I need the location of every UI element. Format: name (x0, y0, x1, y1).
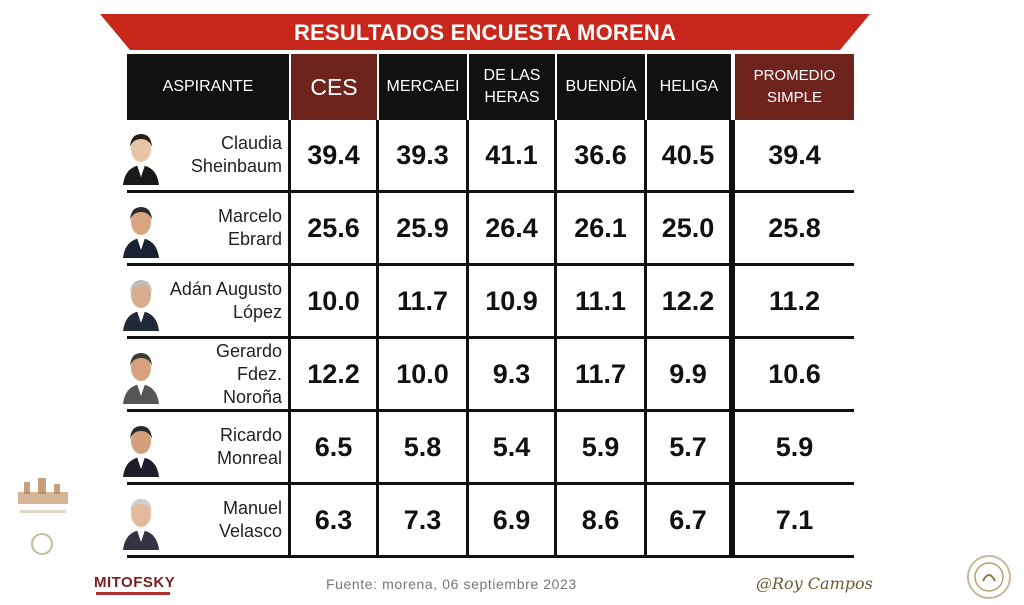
aspirant-name: Gerardo Fdez. Noroña (163, 340, 282, 409)
signature: @Roy Campos (756, 574, 873, 593)
aspirant-name-line1: Adán Augusto (169, 279, 282, 299)
aspirant-cell: Claudia Sheinbaum (119, 120, 291, 190)
aspirant-cell: Ricardo Monreal (119, 412, 291, 482)
header-promedio-simple: PROMEDIO SIMPLE (735, 54, 854, 120)
header-de-las-heras: DE LAS HERAS (469, 54, 557, 120)
aspirant-name-line1: Gerardo Fdez. (215, 340, 282, 384)
value-de-las-heras: 5.4 (469, 412, 557, 482)
table-row: Claudia Sheinbaum 39.4 39.3 41.1 36.6 40.5 39.4 (119, 120, 854, 193)
value-buendia: 11.7 (557, 339, 647, 409)
aspirant-name-line2: Ebrard (227, 229, 282, 249)
aspirant-name: Ricardo Monreal (163, 424, 282, 470)
header-ces: CES (291, 54, 379, 120)
value-promedio: 10.6 (735, 339, 854, 409)
value-heliga: 25.0 (647, 193, 735, 263)
value-buendia: 8.6 (557, 485, 647, 555)
aspirant-name: Claudia Sheinbaum (163, 132, 282, 178)
value-promedio: 11.2 (735, 266, 854, 336)
table-row: Marcelo Ebrard 25.6 25.9 26.4 26.1 25.0 25.8 (119, 193, 854, 266)
value-promedio: 25.8 (735, 193, 854, 263)
aspirant-name: Marcelo Ebrard (163, 205, 282, 251)
table-row: Manuel Velasco 6.3 7.3 6.9 8.6 6.7 7.1 (119, 485, 854, 558)
value-heliga: 6.7 (647, 485, 735, 555)
value-heliga: 40.5 (647, 120, 735, 190)
table-header: ASPIRANTE CES MERCAEI DE LAS HERAS BUENDÍ… (127, 54, 854, 120)
header-mercaei: MERCAEI (379, 54, 469, 120)
value-promedio: 7.1 (735, 485, 854, 555)
value-mercaei: 5.8 (379, 412, 469, 482)
value-ces: 25.6 (291, 193, 379, 263)
value-buendia: 11.1 (557, 266, 647, 336)
value-ces: 39.4 (291, 120, 379, 190)
avatar (119, 198, 163, 258)
value-heliga: 9.9 (647, 339, 735, 409)
value-de-las-heras: 26.4 (469, 193, 557, 263)
value-ces: 6.5 (291, 412, 379, 482)
aspirant-cell: Gerardo Fdez. Noroña (119, 339, 291, 409)
header-de-las-heras-line2: HERAS (484, 89, 540, 106)
aspirant-name-line1: Ricardo (219, 425, 282, 445)
title-banner: RESULTADOS ENCUESTA MORENA (100, 14, 870, 50)
aspirant-name-line2: Noroña (222, 386, 282, 407)
avatar (119, 344, 163, 404)
value-mercaei: 25.9 (379, 193, 469, 263)
banner-shape (100, 14, 870, 50)
value-buendia: 26.1 (557, 193, 647, 263)
value-buendia: 5.9 (557, 412, 647, 482)
aspirant-name-line2: Monreal (216, 448, 282, 468)
gobierno-de-mexico-seal-icon (967, 555, 1011, 599)
value-de-las-heras: 9.3 (469, 339, 557, 409)
aspirant-name: Manuel Velasco (163, 497, 282, 543)
value-heliga: 5.7 (647, 412, 735, 482)
avatar (119, 125, 163, 185)
chart-title: RESULTADOS ENCUESTA MORENA (293, 20, 677, 45)
value-promedio: 5.9 (735, 412, 854, 482)
header-de-las-heras-line1: DE LAS (483, 67, 541, 84)
value-de-las-heras: 41.1 (469, 120, 557, 190)
avatar (119, 417, 163, 477)
results-table: ASPIRANTE CES MERCAEI DE LAS HERAS BUENDÍ… (119, 54, 854, 558)
value-ces: 6.3 (291, 485, 379, 555)
value-buendia: 36.6 (557, 120, 647, 190)
header-buendia: BUENDÍA (557, 54, 647, 120)
aspirant-name-line1: Claudia (220, 133, 282, 153)
avatar (119, 490, 163, 550)
avatar (119, 271, 163, 331)
value-mercaei: 11.7 (379, 266, 469, 336)
value-mercaei: 10.0 (379, 339, 469, 409)
aspirant-name-line2: Velasco (218, 521, 282, 541)
aspirant-name-line1: Marcelo (217, 206, 282, 226)
header-heliga: HELIGA (647, 54, 735, 120)
value-ces: 12.2 (291, 339, 379, 409)
table-row: Gerardo Fdez. Noroña 12.2 10.0 9.3 11.7 9.9 10.… (119, 339, 854, 412)
aspirant-name-line2: López (232, 302, 282, 322)
source-note: Fuente: morena, 06 septiembre 2023 (326, 576, 577, 592)
mitofsky-logo: MITOFSKY (94, 574, 176, 591)
header-promedio-line2: SIMPLE (766, 89, 823, 106)
table-row: Adán Augusto López 10.0 11.7 10.9 11.1 12.2 11.… (119, 266, 854, 339)
aspirant-cell: Manuel Velasco (119, 485, 291, 555)
value-de-las-heras: 10.9 (469, 266, 557, 336)
mitofsky-logo-underline (96, 592, 170, 595)
aspirant-name-line2: Sheinbaum (190, 156, 282, 176)
table-row: Ricardo Monreal 6.5 5.8 5.4 5.9 5.7 5.9 (119, 412, 854, 485)
header-aspirante: ASPIRANTE (127, 54, 291, 120)
value-de-las-heras: 6.9 (469, 485, 557, 555)
government-seal-left-icon (18, 478, 68, 555)
value-mercaei: 7.3 (379, 485, 469, 555)
aspirant-name-line1: Manuel (222, 498, 282, 518)
aspirant-cell: Adán Augusto López (119, 266, 291, 336)
aspirant-name: Adán Augusto López (163, 278, 282, 324)
table-body: Claudia Sheinbaum 39.4 39.3 41.1 36.6 40.5 39.4… (119, 120, 854, 558)
header-promedio-line1: PROMEDIO (753, 67, 836, 84)
value-heliga: 12.2 (647, 266, 735, 336)
value-mercaei: 39.3 (379, 120, 469, 190)
aspirant-cell: Marcelo Ebrard (119, 193, 291, 263)
value-promedio: 39.4 (735, 120, 854, 190)
value-ces: 10.0 (291, 266, 379, 336)
